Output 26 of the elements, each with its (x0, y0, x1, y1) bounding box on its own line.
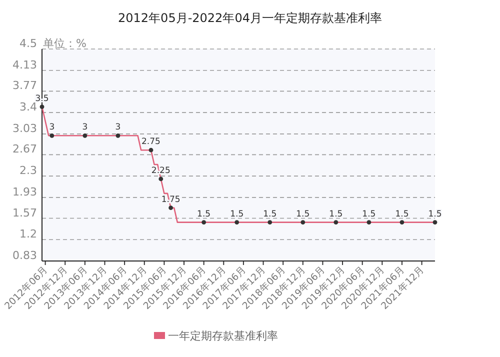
data-label: 1.5 (197, 209, 211, 220)
y-tick-label: 0.83 (12, 249, 37, 262)
data-label: 1.5 (329, 209, 343, 220)
y-tick-label: 3.4 (20, 100, 37, 114)
data-label: 1.5 (428, 209, 442, 220)
data-label: 3 (115, 122, 121, 133)
chart-title: 2012年05月-2022年04月一年定期存款基准利率 (118, 11, 382, 25)
y-tick-label: 3.03 (12, 122, 37, 135)
data-label: 1.5 (230, 209, 244, 220)
y-tick-label: 1.57 (12, 206, 37, 220)
y-tick-label: 3.77 (12, 79, 37, 92)
data-label: 1.5 (362, 209, 376, 220)
legend-label: 一年定期存款基准利率 (168, 330, 278, 342)
y-tick-label: 1.93 (12, 185, 37, 198)
y-tick-label: 4.5 (20, 37, 37, 50)
y-axis-title: 单位：% (43, 37, 86, 50)
data-label: 3 (49, 122, 55, 133)
data-label: 3 (82, 122, 88, 133)
y-tick-label: 1.2 (20, 228, 37, 241)
data-label: 1.5 (263, 209, 277, 220)
y-tick-label: 2.3 (20, 164, 37, 178)
data-label: 1.5 (395, 209, 409, 220)
data-label: 1.5 (296, 209, 310, 220)
data-label: 2.75 (142, 137, 160, 148)
y-tick-label: 4.13 (12, 58, 37, 72)
y-tick-label: 2.67 (12, 142, 37, 156)
